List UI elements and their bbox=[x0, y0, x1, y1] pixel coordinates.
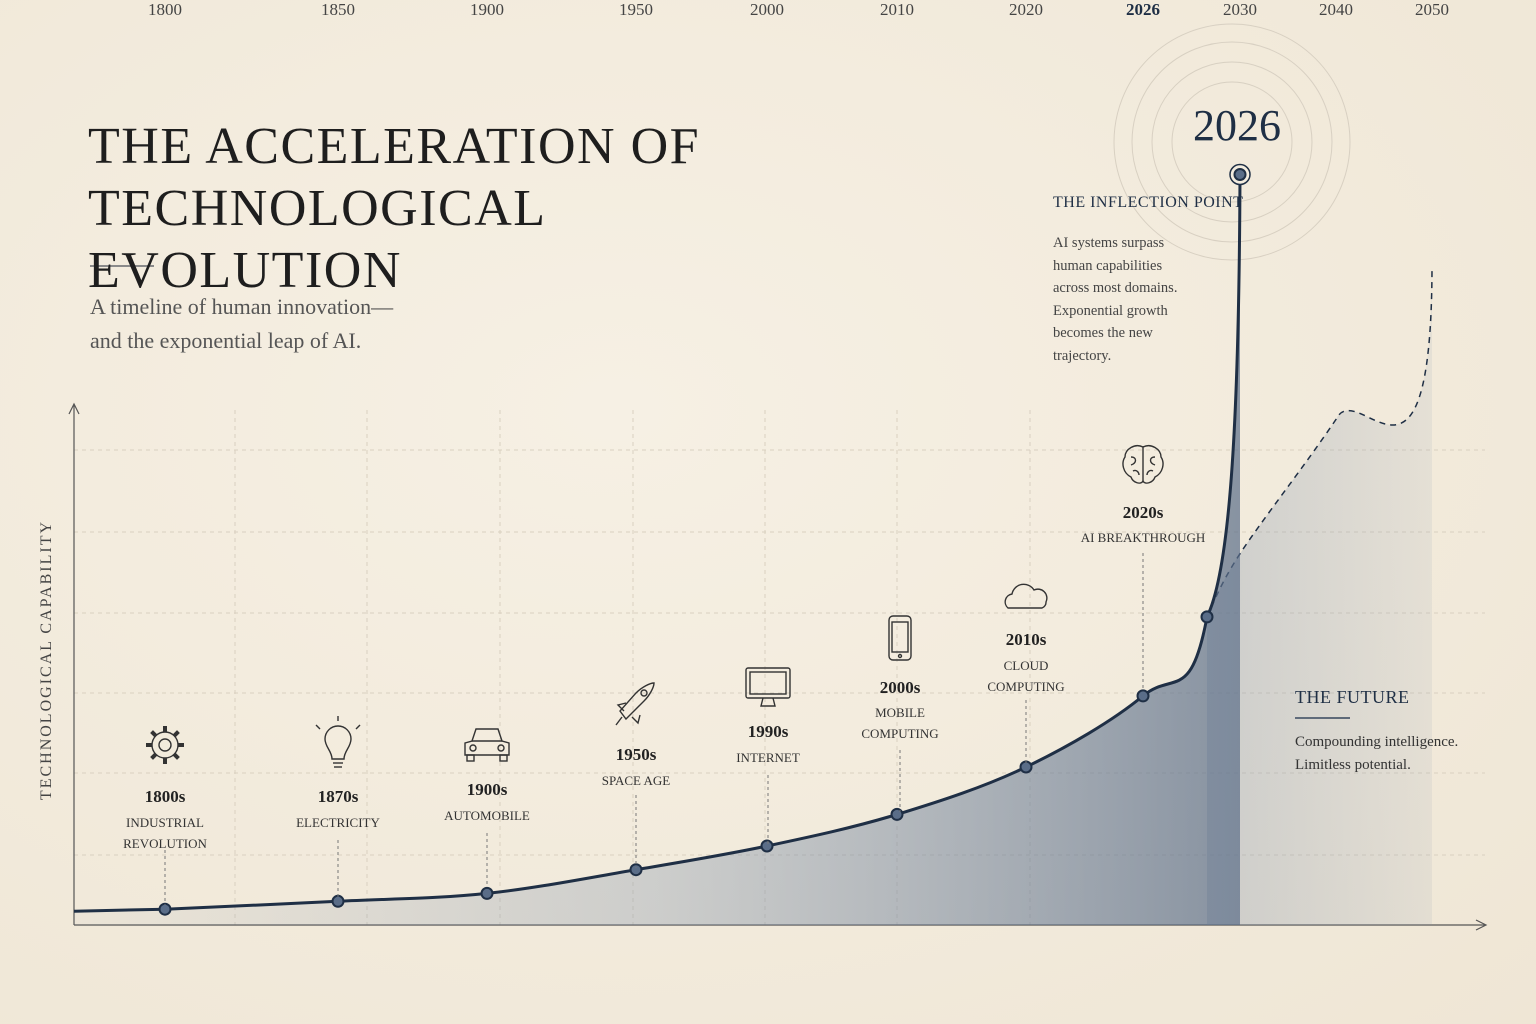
icon-part bbox=[464, 728, 510, 756]
subtitle: A timeline of human innovation— and the … bbox=[90, 294, 394, 353]
milestone-label: 1800s bbox=[144, 787, 186, 806]
point bbox=[1136, 689, 1150, 703]
marker-label: 2026 bbox=[1193, 101, 1281, 150]
icon-part bbox=[151, 731, 179, 759]
icon-part bbox=[172, 730, 180, 738]
milestone-name: INDUSTRIAL REVOLUTION bbox=[123, 815, 207, 851]
point bbox=[760, 839, 774, 853]
x-tick-label: 1800 bbox=[148, 0, 182, 19]
icon bbox=[745, 667, 791, 707]
icon-part bbox=[1130, 456, 1156, 476]
icon-part bbox=[891, 621, 909, 653]
icon bbox=[615, 682, 655, 726]
icon-part bbox=[158, 738, 172, 752]
milestone-label: 2010s bbox=[1005, 630, 1047, 649]
icon bbox=[315, 716, 361, 768]
projection-area bbox=[1207, 269, 1432, 925]
icon-part bbox=[616, 702, 627, 712]
point bbox=[1019, 760, 1033, 774]
x-tick-label: 1900 bbox=[470, 0, 504, 19]
x-tick-label: 2010 bbox=[880, 0, 914, 19]
rings bbox=[1113, 23, 1351, 261]
icon bbox=[464, 728, 510, 762]
icon-part bbox=[150, 730, 158, 738]
icon bbox=[1122, 445, 1164, 484]
point bbox=[629, 863, 643, 877]
icon-part bbox=[324, 725, 352, 760]
x-tick-label: 2040 bbox=[1319, 0, 1353, 19]
icon-part bbox=[172, 752, 180, 760]
icon-part bbox=[315, 724, 321, 730]
icon-part bbox=[497, 744, 505, 752]
x-tick-label: 2030 bbox=[1223, 0, 1257, 19]
inflection-text: AI systems surpass human capabilities ac… bbox=[1053, 235, 1178, 364]
point bbox=[1233, 168, 1247, 181]
milestone-label: 1900s bbox=[466, 780, 508, 799]
area bbox=[74, 174, 1240, 925]
icon-part bbox=[469, 744, 477, 752]
point bbox=[158, 902, 172, 916]
y-axis-label: TECHNOLOGICAL CAPABILITY bbox=[38, 519, 55, 801]
x-tick-label: 2000 bbox=[750, 0, 784, 19]
x-tick-label: 1950 bbox=[619, 0, 653, 19]
milestone-name: CLOUD COMPUTING bbox=[987, 658, 1065, 694]
point bbox=[480, 886, 494, 900]
milestone-name: ELECTRICITY bbox=[296, 815, 380, 830]
icon-part bbox=[897, 653, 903, 659]
icon-part bbox=[888, 615, 912, 661]
x-tick-label: 2050 bbox=[1415, 0, 1449, 19]
milestone-name: MOBILE COMPUTING bbox=[861, 705, 939, 741]
icon-part bbox=[150, 752, 158, 760]
icon-part bbox=[355, 724, 361, 730]
milestone-label: 2020s bbox=[1122, 503, 1164, 522]
projection-line bbox=[1206, 269, 1433, 618]
milestone-label: 1990s bbox=[747, 722, 789, 741]
milestone-name: AUTOMOBILE bbox=[444, 808, 530, 823]
icon-part bbox=[749, 671, 787, 695]
icon bbox=[888, 615, 912, 661]
future-title: THE FUTURE bbox=[1295, 687, 1410, 707]
point bbox=[331, 894, 345, 908]
icon bbox=[146, 726, 184, 764]
milestone-name: AI BREAKTHROUGH bbox=[1080, 530, 1206, 545]
icon-part bbox=[631, 714, 641, 725]
icon-part bbox=[640, 689, 648, 697]
x-tick-label: 2020 bbox=[1009, 0, 1043, 19]
icon-part bbox=[499, 754, 508, 762]
milestone-label: 1950s bbox=[615, 745, 657, 764]
x-tick-label: 2026 bbox=[1126, 0, 1160, 19]
point bbox=[890, 807, 904, 821]
icon-part bbox=[619, 682, 655, 721]
icon-part bbox=[615, 716, 623, 726]
point bbox=[1200, 610, 1214, 624]
milestone-label: 2000s bbox=[879, 678, 921, 697]
milestone-name: SPACE AGE bbox=[601, 773, 671, 788]
future-text: Compounding intelligence. Limitless pote… bbox=[1295, 734, 1459, 773]
icon-part bbox=[1004, 583, 1048, 609]
milestone-name: INTERNET bbox=[736, 750, 800, 765]
milestone-label: 1870s bbox=[317, 787, 359, 806]
inflection-title: THE INFLECTION POINT bbox=[1053, 194, 1244, 211]
icon bbox=[1004, 583, 1048, 609]
icon-part bbox=[466, 754, 475, 762]
x-tick-label: 1850 bbox=[321, 0, 355, 19]
title: THE ACCELERATION OF TECHNOLOGICAL EVOLUT… bbox=[88, 118, 701, 299]
icon-part bbox=[760, 697, 776, 707]
icon-part bbox=[745, 667, 791, 699]
